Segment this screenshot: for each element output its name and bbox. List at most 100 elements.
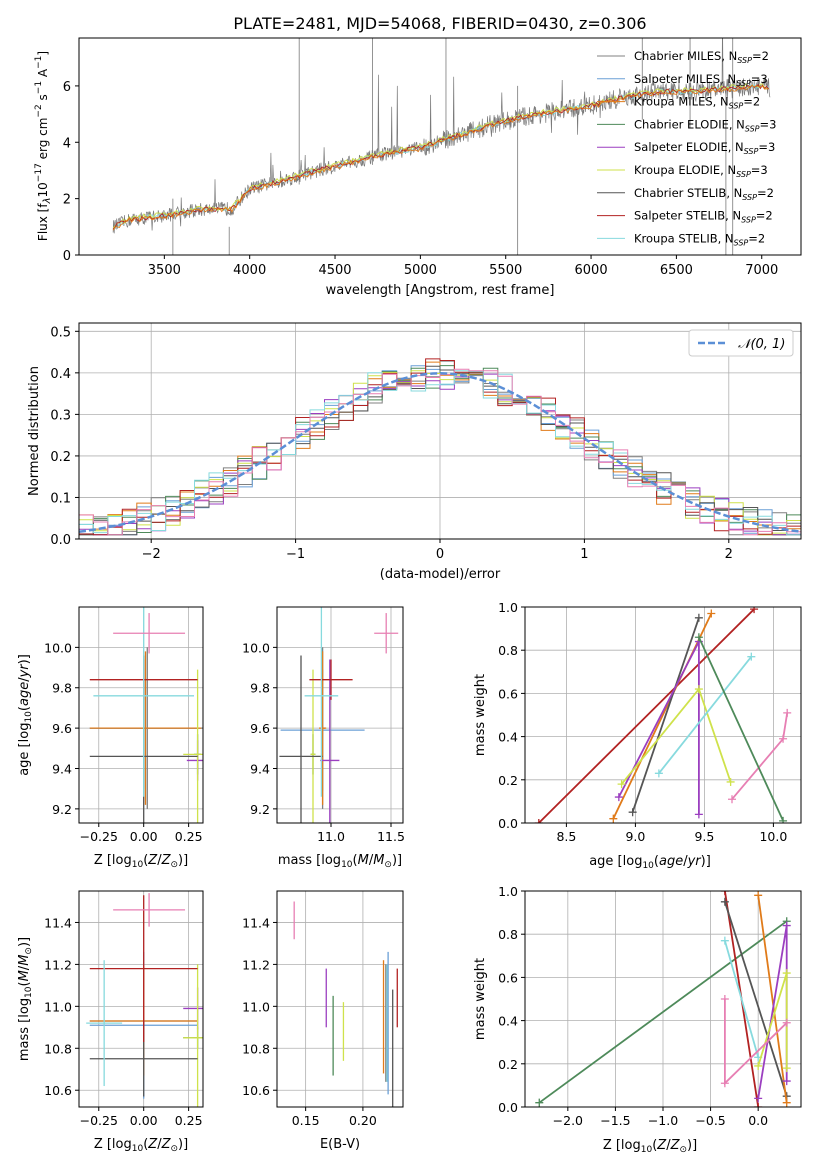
spectrum-ylabel: Flux [fλ10−17 erg cm−2 s−1 A−1]	[34, 51, 53, 241]
spectrum-xtick-label: 3500	[148, 263, 181, 278]
spectrum-ticks: 3500 4000 4500 5000 5500 6000 6500 7000 0 2 4 6	[63, 80, 779, 278]
massweight_vs_Z-xtick-label: 0.0	[748, 1113, 768, 1128]
spectrum-xlabel: wavelength [Angstrom, rest frame]	[326, 283, 555, 298]
mass_vs_Z-ytick-label: 10.6	[44, 1083, 72, 1098]
massweight_vs_Z-marker-kroupa_elodie	[782, 969, 791, 978]
spectrum-ytick-label: 4	[63, 136, 71, 151]
massweight_vs_age-marker-salpeter_elodie	[614, 793, 623, 802]
massweight_vs_age-marker-chabrier_elodie	[694, 633, 703, 642]
massweight_vs_age-marker-kroupa_stelib	[747, 652, 756, 661]
spectrum-ytick-label: 0	[63, 249, 71, 264]
figure-title: PLATE=2481, MJD=54068, FIBERID=0430, z=0…	[233, 14, 646, 33]
massweight_vs_age-line-chabrier_stelib	[631, 617, 700, 813]
massweight_vs_Z-xtick-label: −0.5	[695, 1113, 725, 1128]
mass_vs_Z-ytick-label: 11.4	[44, 915, 72, 930]
massweight_vs_Z-line-kroupa_miles	[757, 895, 788, 1103]
massweight_vs_age-marker-salpeter_stelib	[534, 819, 543, 823]
spectrum-legend: Chabrier MILES, NSSP=2 Salpeter MILES, NS…	[597, 49, 776, 247]
massweight_vs_age-ytick-label: 0.4	[498, 730, 518, 745]
residual-panel: −2 −1 0 1 2 0.0 0.1 0.2 0.3 0.4 0.5 (data-model)/e…	[27, 322, 802, 582]
subscript: SSP	[744, 147, 759, 156]
subscript: SSP	[729, 102, 744, 111]
age_vs_Z-xtick-label: 0.00	[130, 829, 158, 844]
massweight_vs_Z-marker-salpeter_elodie	[782, 921, 791, 930]
massweight-vs-age-panel: 8.5 9.0 9.5 10.0 0.0 0.2 0.4 0.6 0.8 1.0	[498, 600, 802, 844]
ageZ-ylabel: age [log10(age/yr)]	[17, 654, 34, 776]
spectrum-ytick-label: 2	[63, 193, 71, 208]
massweight_vs_Z-ytick-label: 0.6	[498, 970, 518, 985]
massweight_vs_Z-marker-pink	[720, 1079, 729, 1088]
massweight_vs_Z-ytick-label: 0.2	[498, 1057, 518, 1072]
mass_vs_ebv-ytick-label: 11.0	[242, 999, 270, 1014]
spectrum-panel: 3500 4000 4500 5000 5500 6000 6500 7000 0 2 4 6 wav…	[34, 37, 802, 298]
spectrum-legend-label: Chabrier MILES, NSSP=2	[634, 49, 769, 65]
age-vs-mass-panel: 11.0 11.5 9.2 9.4 9.6 9.8 10.0	[242, 606, 405, 844]
massweight-vs-metallicity-panel: −2.0 −1.5 −1.0 −0.5 0.0 0.0 0.2 0.4 0.6 0.8 1.0	[498, 884, 802, 1128]
massweight_vs_Z-line-chabrier_stelib	[724, 901, 788, 1097]
ageM-xlabel: mass [log10(M/M⊙)]	[278, 853, 402, 870]
age_vs_mass-ytick-label: 9.4	[250, 761, 270, 776]
residual-hist-pink	[79, 368, 801, 536]
spectrum-legend-label: Kroupa STELIB, NSSP=2	[634, 231, 765, 247]
spectrum-xtick-label: 4500	[318, 263, 351, 278]
age_vs_Z-xtick-label: −0.25	[80, 829, 118, 844]
massweight_vs_Z-marker-kroupa_miles	[754, 891, 763, 900]
spectrum-plot-area	[112, 38, 771, 255]
massweight_vs_age-marker-salpeter_elodie	[694, 810, 703, 819]
residual-xtick-label: −2	[142, 547, 161, 562]
massweight_vs_Z-marker-kroupa_stelib	[720, 936, 729, 945]
massweight_vs_age-xtick-label: 8.5	[556, 829, 576, 844]
residual-ytick-label: 0.3	[50, 408, 71, 423]
spectrum-xtick-label: 5000	[404, 263, 437, 278]
massweight_vs_Z-marker-pink	[782, 1018, 791, 1027]
age_vs_mass-frame	[276, 606, 404, 824]
massweight_vs_age-line-chabrier_elodie	[698, 636, 784, 822]
residual-plot-area	[79, 358, 801, 536]
subscript: SSP	[734, 238, 749, 247]
age_vs_Z-ytick-label: 10.0	[44, 640, 72, 655]
legend-tail: =3	[760, 117, 777, 131]
residual-hist-chabrier_stelib	[79, 365, 801, 536]
massweight_vs_age-marker-kroupa_miles	[707, 609, 716, 618]
age_vs_Z-ytick-label: 9.8	[52, 681, 72, 696]
residual-ticks: −2 −1 0 1 2 0.0 0.1 0.2 0.3 0.4 0.5	[50, 325, 733, 562]
legend-tail: =2	[756, 209, 773, 223]
residual-legend-label: 𝒩(0, 1)	[738, 337, 785, 352]
residual-ytick-label: 0.4	[50, 367, 71, 382]
residual-xtick-label: 2	[725, 547, 733, 562]
massweight_vs_age-marker-kroupa_elodie	[617, 780, 626, 789]
age_vs_Z-marks	[89, 607, 203, 823]
mEbv-xlabel: E(B-V)	[320, 1137, 360, 1152]
age_vs_mass-ytick-label: 9.8	[250, 681, 270, 696]
subscript: SSP	[742, 193, 757, 202]
mwAge-ylabel: mass weight	[473, 674, 488, 756]
massweight_vs_age-marker-chabrier_stelib	[694, 613, 703, 622]
mass_vs_ebv-ytick-label: 10.6	[242, 1083, 270, 1098]
age_vs_Z-ytick-label: 9.2	[52, 802, 72, 817]
massweight_vs_Z-line-chabrier_elodie	[538, 920, 788, 1104]
subscript: SSP	[736, 79, 751, 88]
massweight_vs_age-xtick-label: 9.5	[694, 829, 714, 844]
massweight_vs_Z-marker-salpeter_elodie	[782, 1077, 791, 1086]
spectrum-frame	[78, 37, 802, 256]
mwAge-xlabel: age [log10(age/yr)]	[589, 854, 711, 871]
massweight_vs_age-xtick-label: 10.0	[759, 829, 787, 844]
massweight_vs_age-line-salpeter_stelib	[538, 608, 755, 823]
mass_vs_ebv-frame	[276, 890, 404, 1108]
age_vs_mass-ytick-label: 10.0	[242, 640, 270, 655]
massweight_vs_Z-marker-salpeter_stelib	[754, 1103, 763, 1107]
residual-histograms	[79, 358, 801, 536]
spectrum-data-line	[112, 38, 771, 234]
massweight_vs_age-line-salpeter_elodie	[617, 641, 700, 815]
massweight_vs_age-marker-chabrier_stelib	[628, 808, 637, 817]
mass_vs_ebv-xtick-label: 0.15	[292, 1113, 320, 1128]
legend-tail: =2	[752, 49, 769, 63]
mass_vs_Z-xtick-label: −0.25	[80, 1113, 118, 1128]
massweight_vs_age-marker-kroupa_elodie	[726, 777, 735, 786]
age_vs_mass-ytick-label: 9.2	[250, 802, 270, 817]
spectrum-xtick-label: 7000	[745, 263, 778, 278]
massweight_vs_age-marker-kroupa_elodie	[694, 685, 703, 694]
age_vs_Z-xtick-label: 0.25	[175, 829, 203, 844]
massweight_vs_Z-xtick-label: −2.0	[553, 1113, 583, 1128]
age_vs_Z-ytick-label: 9.4	[52, 761, 72, 776]
